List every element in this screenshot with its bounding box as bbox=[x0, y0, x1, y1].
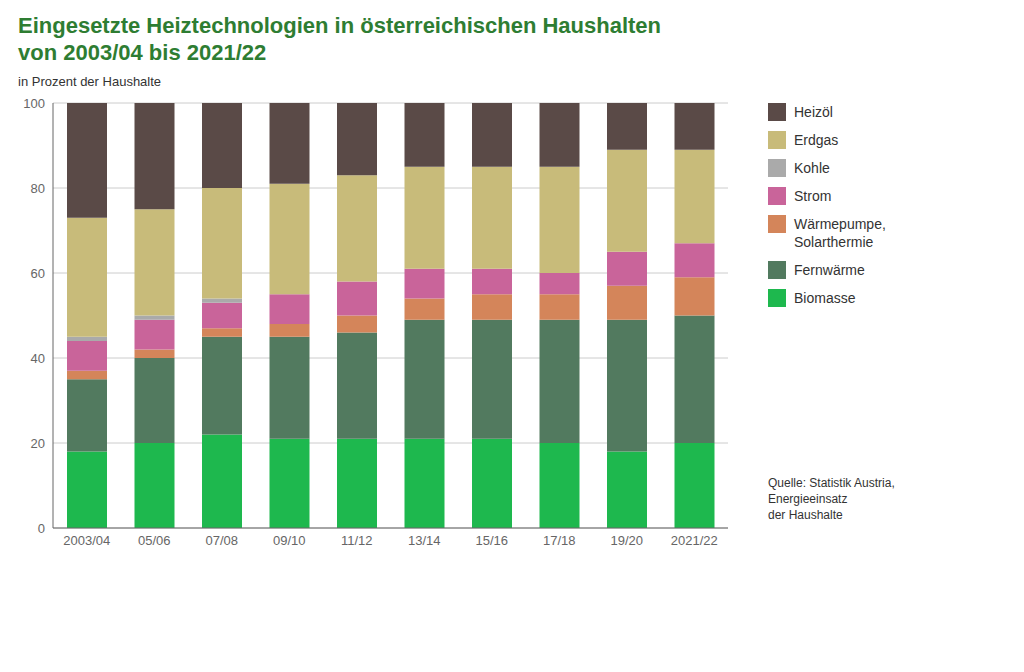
svg-text:11/12: 11/12 bbox=[341, 533, 373, 548]
svg-text:60: 60 bbox=[31, 266, 45, 281]
svg-text:20: 20 bbox=[31, 436, 45, 451]
html-text:Strom: Strom bbox=[794, 188, 832, 204]
svg-text:13/14: 13/14 bbox=[408, 533, 441, 548]
svg-text:09/10: 09/10 bbox=[273, 533, 306, 548]
html-text:von 2003/04 bis 2021/22: von 2003/04 bis 2021/22 bbox=[18, 40, 267, 65]
svg-text:2003/04: 2003/04 bbox=[63, 533, 110, 548]
svg-text:80: 80 bbox=[31, 181, 45, 196]
html-text:Kohle: Kohle bbox=[794, 160, 830, 176]
svg-text:40: 40 bbox=[31, 351, 45, 366]
html-text:Solarthermie: Solarthermie bbox=[794, 234, 874, 250]
svg-text:2021/22: 2021/22 bbox=[671, 533, 718, 548]
svg-text:07/08: 07/08 bbox=[205, 533, 238, 548]
svg-text:15/16: 15/16 bbox=[475, 533, 508, 548]
svg-text:0: 0 bbox=[38, 521, 45, 536]
svg-text:17/18: 17/18 bbox=[543, 533, 576, 548]
svg-text:05/06: 05/06 bbox=[138, 533, 171, 548]
svg-text:19/20: 19/20 bbox=[610, 533, 643, 548]
html-text:Eingesetzte Heiztechnologien i: Eingesetzte Heiztechnologien in österrei… bbox=[18, 13, 661, 38]
html-text:Energieeinsatz: Energieeinsatz bbox=[768, 492, 848, 506]
html-text:der Haushalte: der Haushalte bbox=[768, 508, 843, 522]
html-text:Erdgas: Erdgas bbox=[794, 132, 839, 148]
html-text:Biomasse: Biomasse bbox=[794, 290, 856, 306]
html-text:Wärmepumpe,: Wärmepumpe, bbox=[794, 216, 886, 232]
html-text:Heizöl: Heizöl bbox=[794, 104, 833, 120]
svg-text:100: 100 bbox=[23, 96, 45, 111]
html-text:Fernwärme: Fernwärme bbox=[794, 262, 865, 278]
html-text:in Prozent der Haushalte: in Prozent der Haushalte bbox=[18, 74, 162, 89]
html-text:Quelle: Statistik Austria,: Quelle: Statistik Austria, bbox=[768, 476, 895, 490]
